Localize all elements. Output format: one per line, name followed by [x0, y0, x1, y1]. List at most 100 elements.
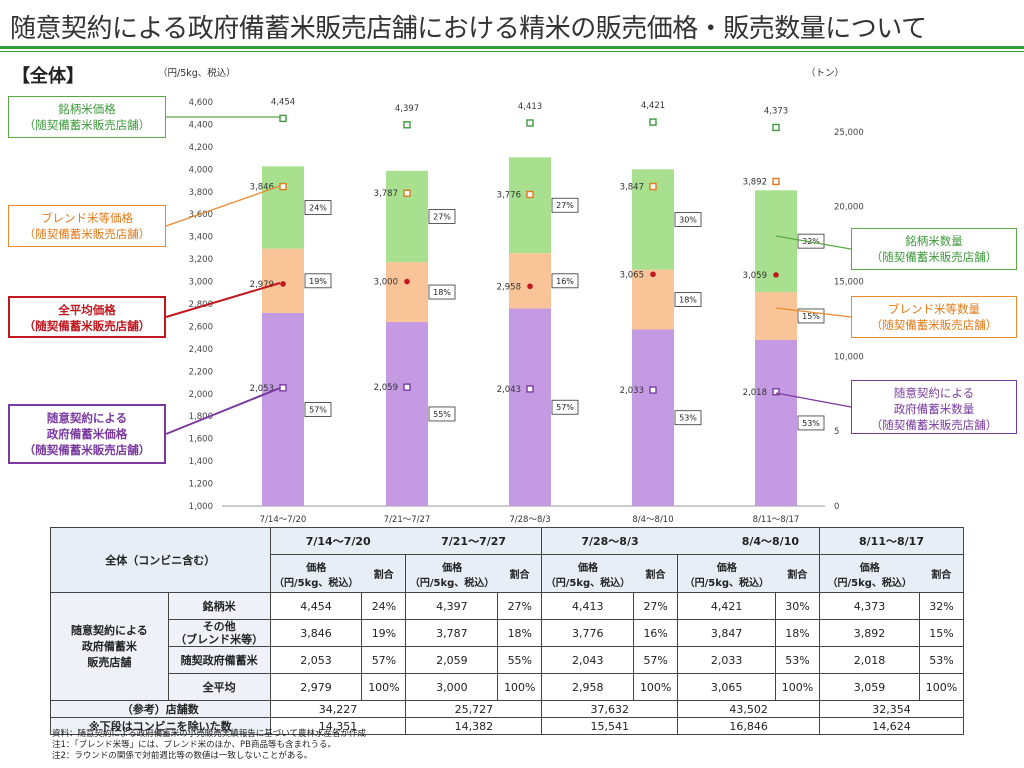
share-label-box: [428, 284, 456, 300]
price-label: 3,059: [743, 271, 767, 281]
share-header: 割合: [497, 554, 543, 593]
price-label: 2,958: [497, 282, 521, 292]
table-row: ※下段はコンビニを除いた数 14,351 14,382 15,541 16,84…: [50, 717, 964, 735]
bar-segment: [509, 253, 551, 309]
price-marker: [649, 386, 657, 394]
left-tick-label: 1,600: [189, 435, 213, 445]
cell: 32%: [918, 592, 965, 620]
share-label-box: [551, 273, 579, 289]
price-marker: [279, 114, 287, 123]
cell: 15%: [918, 619, 965, 647]
price-label: 3,776: [497, 190, 521, 200]
left-tick-label: 1,800: [189, 412, 213, 422]
share-header: 割合: [775, 554, 821, 593]
price-marker: [403, 121, 411, 129]
cell: 24%: [361, 592, 407, 620]
share-label: 19%: [309, 277, 327, 286]
notes: 資料：随意契約による政府備蓄米の小売販売実績報告に基づいて農林水産省が作成 注1…: [52, 729, 366, 762]
share-label-box: [551, 399, 579, 415]
cell: 57%: [361, 646, 407, 674]
share-label-box: [674, 212, 702, 227]
price-marker: [772, 177, 780, 186]
share-label-box: [674, 292, 702, 307]
cell: 14,382: [405, 717, 543, 735]
share-label: 57%: [309, 405, 327, 414]
price-header: 価格 （円/5kg、税込）: [405, 554, 498, 593]
bar-segment: [755, 292, 797, 340]
right-tick-label: 5: [834, 427, 839, 437]
bar-segment: [262, 248, 304, 313]
cell: 100%: [497, 673, 543, 701]
cell: 16%: [633, 619, 679, 647]
share-label-box: [797, 233, 825, 249]
cell: 19%: [361, 619, 407, 647]
cell: 14,351: [269, 717, 407, 735]
share-label-box: [428, 406, 456, 422]
bar-segment: [755, 339, 797, 506]
connector-stockpile-price: [165, 387, 281, 435]
share-label: 53%: [802, 419, 820, 428]
cell: 4,454: [269, 592, 363, 620]
share-label: 24%: [309, 203, 327, 212]
table-row: その他 （ブレンド米等） 3,846 19% 3,787 18% 3,776 16% …: [51, 619, 965, 647]
right-tick-label: 15,000: [834, 278, 864, 288]
left-tick-label: 3,800: [189, 188, 213, 198]
callout-brand-quantity: 銘柄米数量 （随契備蓄米販売店舗）: [851, 228, 1017, 270]
cell: 100%: [918, 673, 965, 701]
price-marker: [526, 119, 534, 127]
right-tick-label: 0: [834, 502, 839, 512]
left-tick-label: 2,200: [189, 367, 213, 377]
connector-brand-qty: [775, 235, 852, 250]
section-label: 【全体】: [12, 66, 84, 87]
bar-segment: [262, 166, 304, 249]
cell: 16,846: [677, 717, 821, 735]
cell: 2,059: [405, 646, 499, 674]
cell: 34,227: [269, 700, 407, 718]
x-tick-label: 8/4～8/10: [632, 515, 673, 525]
price-quantity-chart: （円/5kg、税込） （トン） 1,000 1,200 1,400 1,600 1,800 2…: [158, 67, 864, 525]
cell: 2,979: [269, 673, 363, 701]
cell: 2,053: [269, 646, 363, 674]
bar-segment: [386, 170, 428, 263]
week-header-5: 8/11～8/17: [819, 527, 964, 555]
cell: 3,892: [819, 619, 920, 647]
left-tick-label: 2,000: [189, 390, 213, 400]
connector-stockpile-qty: [775, 392, 852, 408]
stores-sub-label: ※下段はコンビニを除いた数: [50, 717, 271, 735]
left-tick-label: 1,000: [189, 502, 213, 512]
bar-segment: [509, 308, 551, 506]
share-label: 18%: [679, 296, 697, 305]
table-row: 随意契約による 政府備蓄米 販売店舗 銘柄米 4,454 24% 4,397 27%…: [50, 592, 965, 701]
cell: 27%: [633, 592, 679, 620]
cell: 30%: [775, 592, 821, 620]
price-label: 2,033: [620, 386, 644, 396]
cell: 3,787: [405, 619, 499, 647]
share-label: 57%: [556, 403, 574, 412]
cell: 4,421: [677, 592, 777, 620]
cell: 3,846: [269, 619, 363, 647]
price-label: 3,847: [620, 183, 644, 193]
price-marker: [279, 182, 287, 191]
bar-segment: [632, 329, 674, 506]
cell: 18%: [497, 619, 543, 647]
cell: 3,059: [819, 673, 920, 701]
price-marker: [279, 384, 287, 392]
note-2: 注2：ラウンドの関係で対前週比等の数値は一致しないことがある。: [52, 751, 313, 761]
left-tick-label: 4,000: [189, 165, 213, 175]
cell: 27%: [497, 592, 543, 620]
cell: 57%: [633, 646, 679, 674]
price-label: 2,053: [250, 384, 274, 394]
price-label: 2,059: [374, 383, 398, 393]
left-tick-label: 1,400: [189, 457, 213, 467]
cell: 100%: [633, 673, 679, 701]
left-tick-label: 3,000: [189, 278, 213, 288]
cell: 25,727: [405, 700, 543, 718]
cell: 3,847: [677, 619, 777, 647]
cell: 100%: [775, 673, 821, 701]
bar-segment: [509, 157, 551, 254]
share-label-box: [304, 402, 332, 417]
right-tick-label: 20,000: [834, 203, 864, 213]
page-title: 随意契約による政府備蓄米販売店舗における精米の販売価格・販売数量について: [10, 14, 927, 44]
x-tick-label: 7/28～8/3: [509, 515, 550, 525]
sales-table: 全体（コンビニ含む） 7/14～7/20 7/21～7/27 7/28～8/3 …: [50, 527, 965, 735]
